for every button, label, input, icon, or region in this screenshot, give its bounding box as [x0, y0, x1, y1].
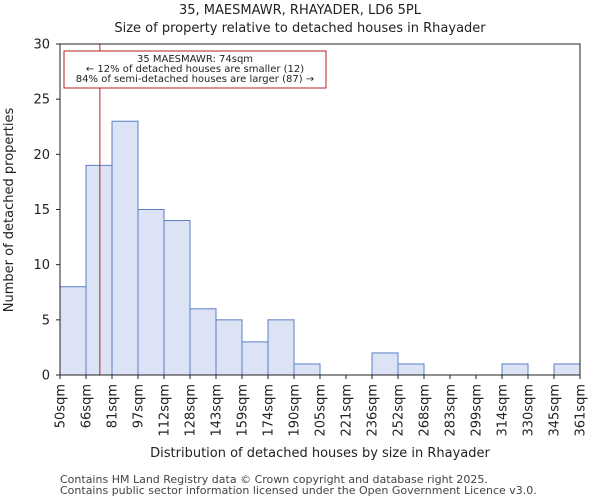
footer-line-2: Contains public sector information licen… — [60, 484, 537, 497]
footer-line-1: Contains HM Land Registry data © Crown c… — [60, 473, 488, 486]
bars-group — [59, 120, 581, 376]
x-tick-label: 174sqm — [262, 384, 277, 437]
x-tick-label: 345sqm — [548, 384, 563, 437]
x-tick-label: 128sqm — [184, 384, 199, 437]
histogram-bar — [59, 286, 87, 376]
plot-area-frame — [59, 43, 581, 376]
x-tick-label: 236sqm — [366, 384, 381, 437]
annotation-box — [63, 50, 327, 89]
histogram-bar — [293, 363, 321, 376]
x-tick-label: 112sqm — [158, 384, 173, 437]
x-tick-label: 283sqm — [444, 384, 459, 437]
histogram-bar — [111, 120, 139, 376]
x-axis-ticks: 50sqm 66sqm 81sqm 97sqm 112sqm 128sqm 143sqm 15… — [54, 375, 589, 437]
histogram-bar — [553, 363, 581, 376]
y-tick-label: 25 — [33, 93, 50, 108]
x-tick-label: 97sqm — [132, 384, 147, 428]
y-tick-label: 10 — [33, 258, 50, 273]
histogram-bar — [501, 363, 529, 376]
histogram-bar — [371, 352, 399, 376]
x-tick-label: 361sqm — [574, 384, 589, 437]
histogram-bar — [267, 319, 295, 376]
y-tick-label: 20 — [33, 148, 50, 163]
annotation-line-1: 35 MAESMAWR: 74sqm — [137, 54, 253, 65]
x-tick-label: 66sqm — [80, 384, 95, 428]
x-tick-label: 159sqm — [236, 384, 251, 437]
histogram-bar — [241, 341, 269, 376]
x-tick-label: 143sqm — [210, 384, 225, 437]
histogram-bar — [215, 319, 243, 376]
histogram-bar — [85, 164, 113, 376]
x-tick-label: 221sqm — [340, 384, 355, 437]
x-tick-label: 81sqm — [106, 384, 121, 428]
histogram-bar — [137, 209, 165, 376]
x-axis-label: Distribution of detached houses by size … — [150, 446, 490, 461]
y-tick-label: 0 — [42, 369, 50, 384]
annotation-line-3: 84% of semi-detached houses are larger (… — [76, 74, 314, 85]
y-tick-label: 30 — [33, 38, 50, 53]
annotation-line-2: ← 12% of detached houses are smaller (12… — [86, 64, 304, 75]
x-tick-label: 205sqm — [314, 384, 329, 437]
x-tick-label: 252sqm — [392, 384, 407, 437]
x-tick-label: 299sqm — [470, 384, 485, 437]
y-tick-label: 5 — [42, 313, 50, 328]
x-tick-label: 190sqm — [288, 384, 303, 437]
histogram-bar — [397, 363, 425, 376]
histogram-bar — [163, 220, 191, 376]
marker-annotation: 35 MAESMAWR: 74sqm ← 12% of detached hou… — [63, 50, 327, 89]
x-tick-label: 268sqm — [418, 384, 433, 437]
chart-title: 35, MAESMAWR, RHAYADER, LD6 5PL — [179, 3, 422, 18]
x-tick-label: 330sqm — [522, 384, 537, 437]
chart-subtitle: Size of property relative to detached ho… — [114, 21, 486, 36]
y-axis-ticks: 0 5 10 15 20 25 30 — [33, 38, 60, 384]
x-tick-label: 50sqm — [54, 384, 69, 428]
x-tick-label: 314sqm — [496, 384, 511, 437]
y-tick-label: 15 — [33, 203, 50, 218]
histogram-bar — [189, 308, 217, 376]
y-axis-label: Number of detached properties — [2, 108, 17, 313]
